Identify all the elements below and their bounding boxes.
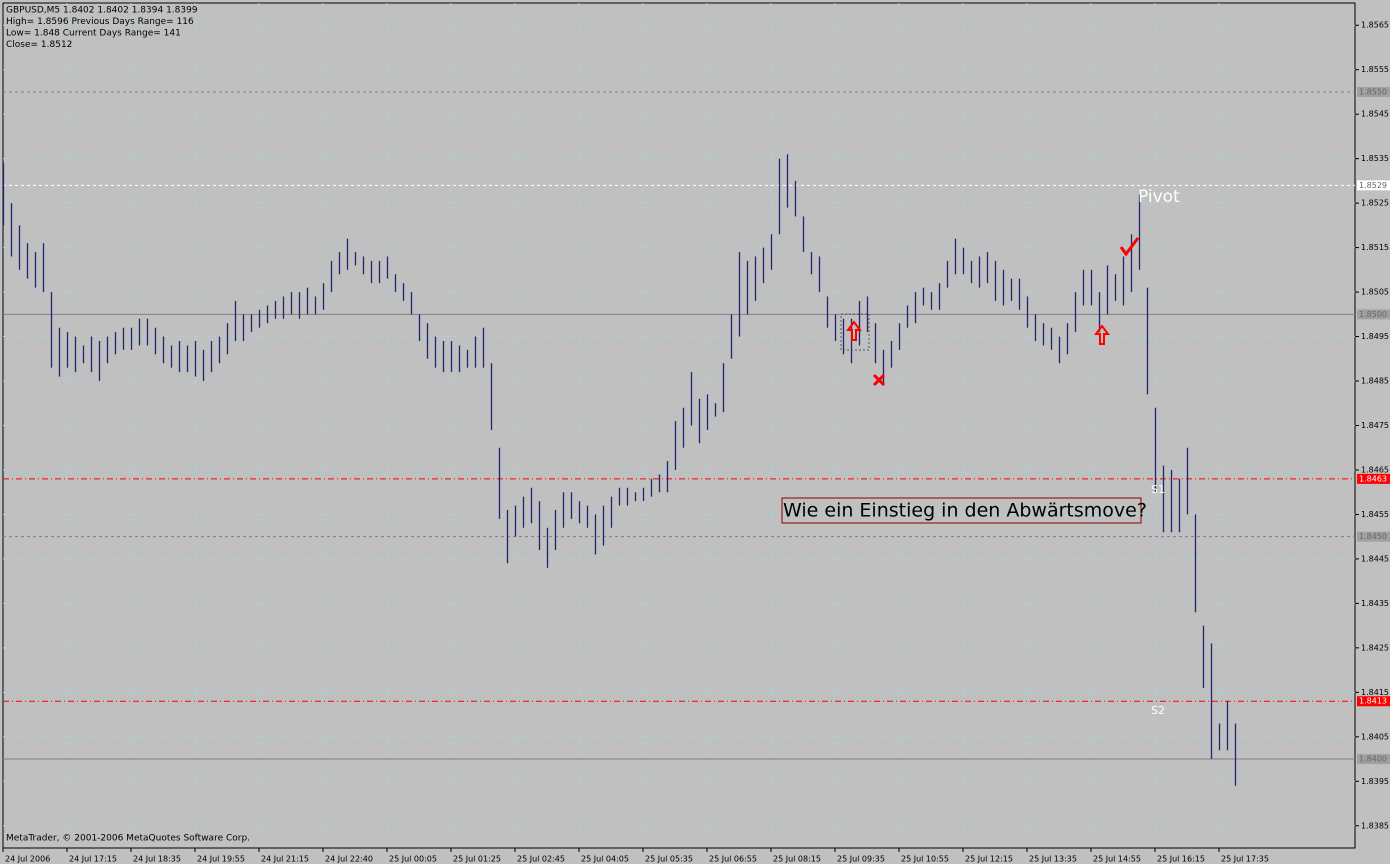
y-tick-label: 1.8485 [1361, 377, 1389, 386]
plot-area [2, 2, 1356, 849]
level-label: 1.8463 [1359, 474, 1387, 483]
level-label: 1.8550 [1359, 87, 1387, 96]
y-tick-label: 1.8435 [1361, 599, 1389, 608]
x-tick-label: 24 Jul 18:35 [133, 855, 181, 864]
bars [2, 154, 1237, 786]
s2-label: S2 [1151, 704, 1165, 717]
y-tick-label: 1.8495 [1361, 332, 1389, 341]
x-tick-label: 25 Jul 13:35 [1029, 855, 1077, 864]
x-tick-label: 24 Jul 22:40 [325, 855, 373, 864]
x-tick-label: 24 Jul 17:15 [69, 855, 117, 864]
y-tick-label: 1.8515 [1361, 243, 1389, 252]
y-tick-label: 1.8565 [1361, 21, 1389, 30]
level-tag [1357, 473, 1390, 484]
header-line: Close= 1.8512 [6, 40, 72, 50]
y-tick-label: 1.8425 [1361, 643, 1389, 652]
y-tick-label: 1.8525 [1361, 199, 1389, 208]
arrow-up [1094, 324, 1110, 345]
header-line: Low= 1.848 Current Days Range= 141 [6, 29, 181, 39]
x-tick-label: 25 Jul 10:55 [901, 855, 949, 864]
level-tag [1357, 531, 1390, 542]
annotation-box [781, 497, 1142, 524]
x-tick-label: 25 Jul 16:15 [1157, 855, 1205, 864]
levels [3, 91, 1355, 760]
footer: MetaTrader, © 2001-2006 MetaQuotes Softw… [6, 834, 250, 844]
level-tag [1357, 180, 1390, 191]
x-tick-label: 25 Jul 06:55 [709, 855, 757, 864]
x-tick-label: 25 Jul 08:15 [773, 855, 821, 864]
check-mark [1119, 237, 1140, 257]
x-tick-label: 25 Jul 14:55 [1093, 855, 1141, 864]
y-tick-label: 1.8405 [1361, 732, 1389, 741]
x-tick-label: 24 Jul 2006 [5, 855, 50, 864]
x-tick-label: 25 Jul 02:45 [517, 855, 565, 864]
y-tick-label: 1.8555 [1361, 65, 1389, 74]
level-label: 1.8450 [1359, 532, 1387, 541]
x-tick-label: 24 Jul 19:55 [197, 855, 245, 864]
pivot-label: Pivot [1138, 187, 1180, 207]
x-tick-label: 25 Jul 12:15 [965, 855, 1013, 864]
level-tag [1357, 86, 1390, 97]
y-tick-label: 1.8395 [1361, 777, 1389, 786]
selection-box [840, 313, 870, 351]
s1-label: S1 [1151, 483, 1165, 496]
x-tick-label: 25 Jul 09:35 [837, 855, 885, 864]
header-line: GBPUSD,M5 1.8402 1.8402 1.8394 1.8399 [6, 6, 198, 16]
y-tick-label: 1.8475 [1361, 421, 1389, 430]
level-tag [1357, 309, 1390, 320]
y-tick-label: 1.8455 [1361, 510, 1389, 519]
x-tick-label: 25 Jul 04:05 [581, 855, 629, 864]
x-tick-label: 25 Jul 01:25 [453, 855, 501, 864]
level-label: 1.8413 [1359, 697, 1387, 706]
y-tick-label: 1.8545 [1361, 110, 1389, 119]
y-tick-label: 1.8535 [1361, 154, 1389, 163]
y-tick-label: 1.8385 [1361, 821, 1389, 830]
annotation: Wie ein Einstieg in den Abwärtsmove? [783, 500, 1147, 522]
y-tick-label: 1.8445 [1361, 554, 1389, 563]
x-tick-label: 25 Jul 17:35 [1221, 855, 1269, 864]
y-tick-label: 1.8465 [1361, 465, 1389, 474]
level-label: 1.8400 [1359, 755, 1387, 764]
cross-mark [872, 373, 886, 387]
header-line: High= 1.8596 Previous Days Range= 116 [6, 17, 194, 27]
level-tag [1357, 696, 1390, 707]
level-tag [1357, 754, 1390, 765]
y-tick-label: 1.8505 [1361, 288, 1389, 297]
x-tick-label: 24 Jul 21:15 [261, 855, 309, 864]
header: GBPUSD,M5 1.8402 1.8402 1.8394 1.8399Hig… [6, 6, 198, 51]
x-tick-label: 25 Jul 00:05 [389, 855, 437, 864]
level-label: 1.8500 [1359, 310, 1387, 319]
y-tick-label: 1.8415 [1361, 688, 1389, 697]
level-label: 1.8529 [1359, 181, 1387, 190]
x-tick-label: 25 Jul 05:35 [645, 855, 693, 864]
arrow-up [846, 320, 862, 341]
